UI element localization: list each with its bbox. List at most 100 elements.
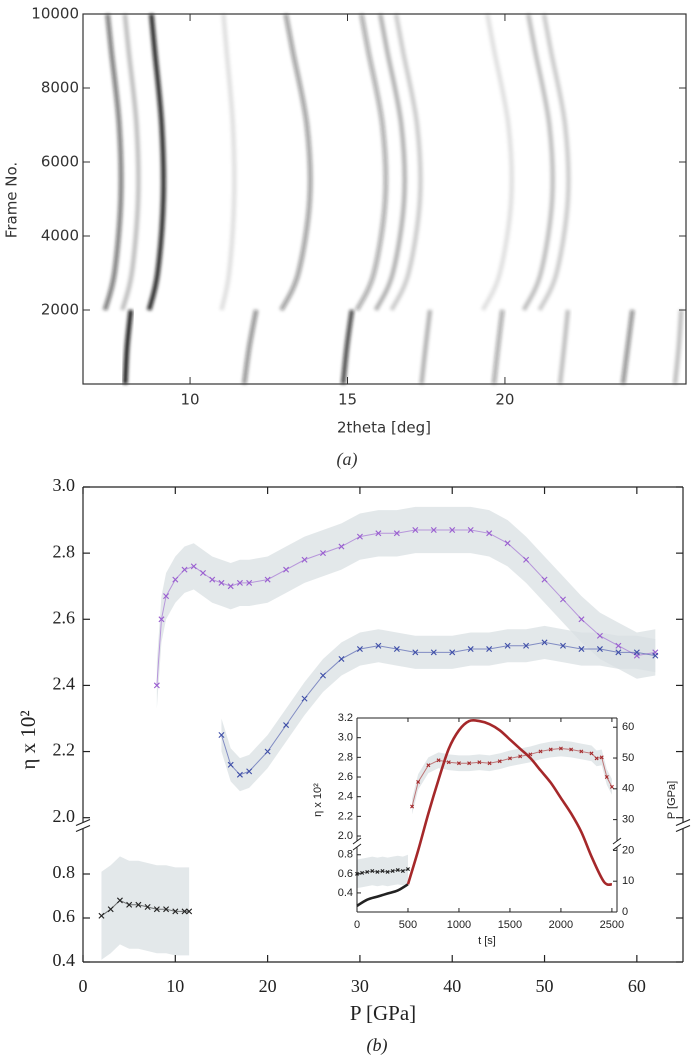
axis-break (352, 837, 362, 845)
x-tick-label: 2500 (600, 919, 624, 931)
x-tick-label: 50 (536, 976, 554, 996)
diffraction-line (241, 309, 259, 385)
axis-break (675, 818, 691, 827)
x-tick-label: 60 (628, 976, 646, 996)
y-tick-label: 0.4 (338, 887, 353, 899)
series-line (356, 868, 409, 875)
x-tick-label: 2000 (549, 919, 573, 931)
pressure-line (406, 718, 613, 887)
y-axis-title: Frame No. (3, 162, 21, 238)
diffraction-line (146, 13, 166, 311)
x-tick-label: 20 (495, 391, 514, 409)
y-tick-label: 0.8 (338, 849, 353, 861)
plot-frame (82, 13, 687, 385)
y-tick-label: 2000 (41, 301, 79, 319)
x-axis-title: 2theta [deg] (337, 419, 431, 437)
series-line (220, 641, 656, 776)
error-band (221, 625, 656, 792)
y-tick-label: 2.8 (338, 751, 353, 763)
series-line (101, 899, 190, 917)
diffraction-line (419, 309, 433, 385)
diffraction-line (480, 13, 515, 312)
series-line (156, 529, 656, 686)
diffraction-line (354, 13, 389, 312)
diffraction-line (279, 13, 313, 312)
y-tick-label: 2.4 (338, 791, 353, 803)
diffraction-line (537, 13, 571, 312)
y2-tick-label: 10 (622, 875, 634, 887)
x-tick-label: 15 (338, 391, 357, 409)
x-tick-label: 10 (181, 391, 200, 409)
diffraction-line (620, 309, 635, 385)
y-tick-label: 2.4 (53, 674, 76, 694)
error-band (156, 506, 656, 709)
x-tick-label: 0 (79, 976, 88, 996)
diffraction-line (219, 13, 237, 311)
x-tick-label: 20 (259, 976, 277, 996)
x-tick-label: 1000 (447, 919, 471, 931)
y-tick-label: 0.6 (338, 868, 353, 880)
diffraction-line (122, 309, 134, 385)
x-tick-label: 1500 (498, 919, 522, 931)
y-tick-label: 4000 (41, 227, 79, 245)
axis-break (612, 837, 622, 845)
y2-tick-label: 50 (622, 752, 634, 764)
inset: 0 500 1000 1500 2000 25002.02.22.42.62.83.03.… (312, 712, 678, 947)
x-tick-label: 0 (354, 919, 360, 931)
y-axis-title: η x 10² (312, 783, 324, 817)
data-point (410, 804, 415, 809)
y-tick-label: 0.6 (53, 906, 76, 926)
diffraction-line (672, 309, 684, 385)
y2-tick-label: 30 (622, 814, 634, 826)
error-band (101, 856, 190, 960)
y-tick-label: 0.4 (53, 950, 76, 970)
y-tick-label: 0.8 (53, 862, 76, 882)
diffraction-line (340, 309, 355, 385)
y-tick-label: 3.2 (338, 712, 353, 724)
y-tick-label: 2.6 (53, 607, 76, 627)
x-tick-label: 500 (399, 919, 417, 931)
diffraction-line (120, 13, 141, 311)
axis-break (352, 843, 362, 851)
y2-tick-label: 40 (622, 783, 634, 795)
panel-label: (a) (337, 449, 358, 470)
data-point (186, 908, 193, 915)
data-point (652, 652, 659, 659)
diffraction-line (557, 309, 571, 385)
y-tick-label: 6000 (41, 153, 79, 171)
y2-tick-label: 60 (622, 721, 634, 733)
x-axis-title: t [s] (478, 935, 496, 947)
diffraction-line (521, 13, 555, 312)
data-point (153, 682, 160, 689)
axis-break (75, 824, 91, 833)
y-tick-label: 8000 (41, 79, 79, 97)
diffraction-line (389, 13, 423, 312)
y-tick-label: 2.8 (53, 541, 76, 561)
y2-tick-label: 20 (622, 844, 634, 856)
y2-axis-title: P [GPa] (666, 781, 678, 819)
axis-break (612, 843, 622, 851)
panel-b: 0 10 20 30 40 50 60 2.0 2.2 2.4 2.6 2.8 3.0 0.4 0.6 0.8… (16, 475, 691, 1056)
y-tick-label: 10000 (31, 5, 79, 23)
x-tick-label: 40 (443, 976, 461, 996)
y-tick-label: 3.0 (53, 475, 76, 495)
y-tick-label: 2.0 (338, 830, 353, 842)
panel-a: 10 15 20 2000 4000 6000 8000 10000 2theta [deg] F… (3, 5, 687, 470)
pressure-line (356, 883, 409, 907)
y-tick-label: 2.2 (338, 810, 353, 822)
y2-tick-label: 0 (622, 906, 628, 918)
diffraction-line (491, 309, 505, 385)
x-axis-title: P [GPa] (350, 1001, 416, 1025)
y-tick-label: 2.0 (53, 806, 76, 826)
y-tick-label: 2.2 (53, 740, 76, 760)
x-tick-label: 30 (351, 976, 369, 996)
axis-break (675, 824, 691, 833)
x-tick-label: 10 (166, 976, 184, 996)
axis-break (75, 818, 91, 827)
diffraction-line (373, 13, 407, 312)
diffraction-line (102, 13, 124, 311)
traces (102, 13, 684, 385)
y-tick-label: 3.0 (338, 732, 353, 744)
error-band (412, 740, 612, 815)
